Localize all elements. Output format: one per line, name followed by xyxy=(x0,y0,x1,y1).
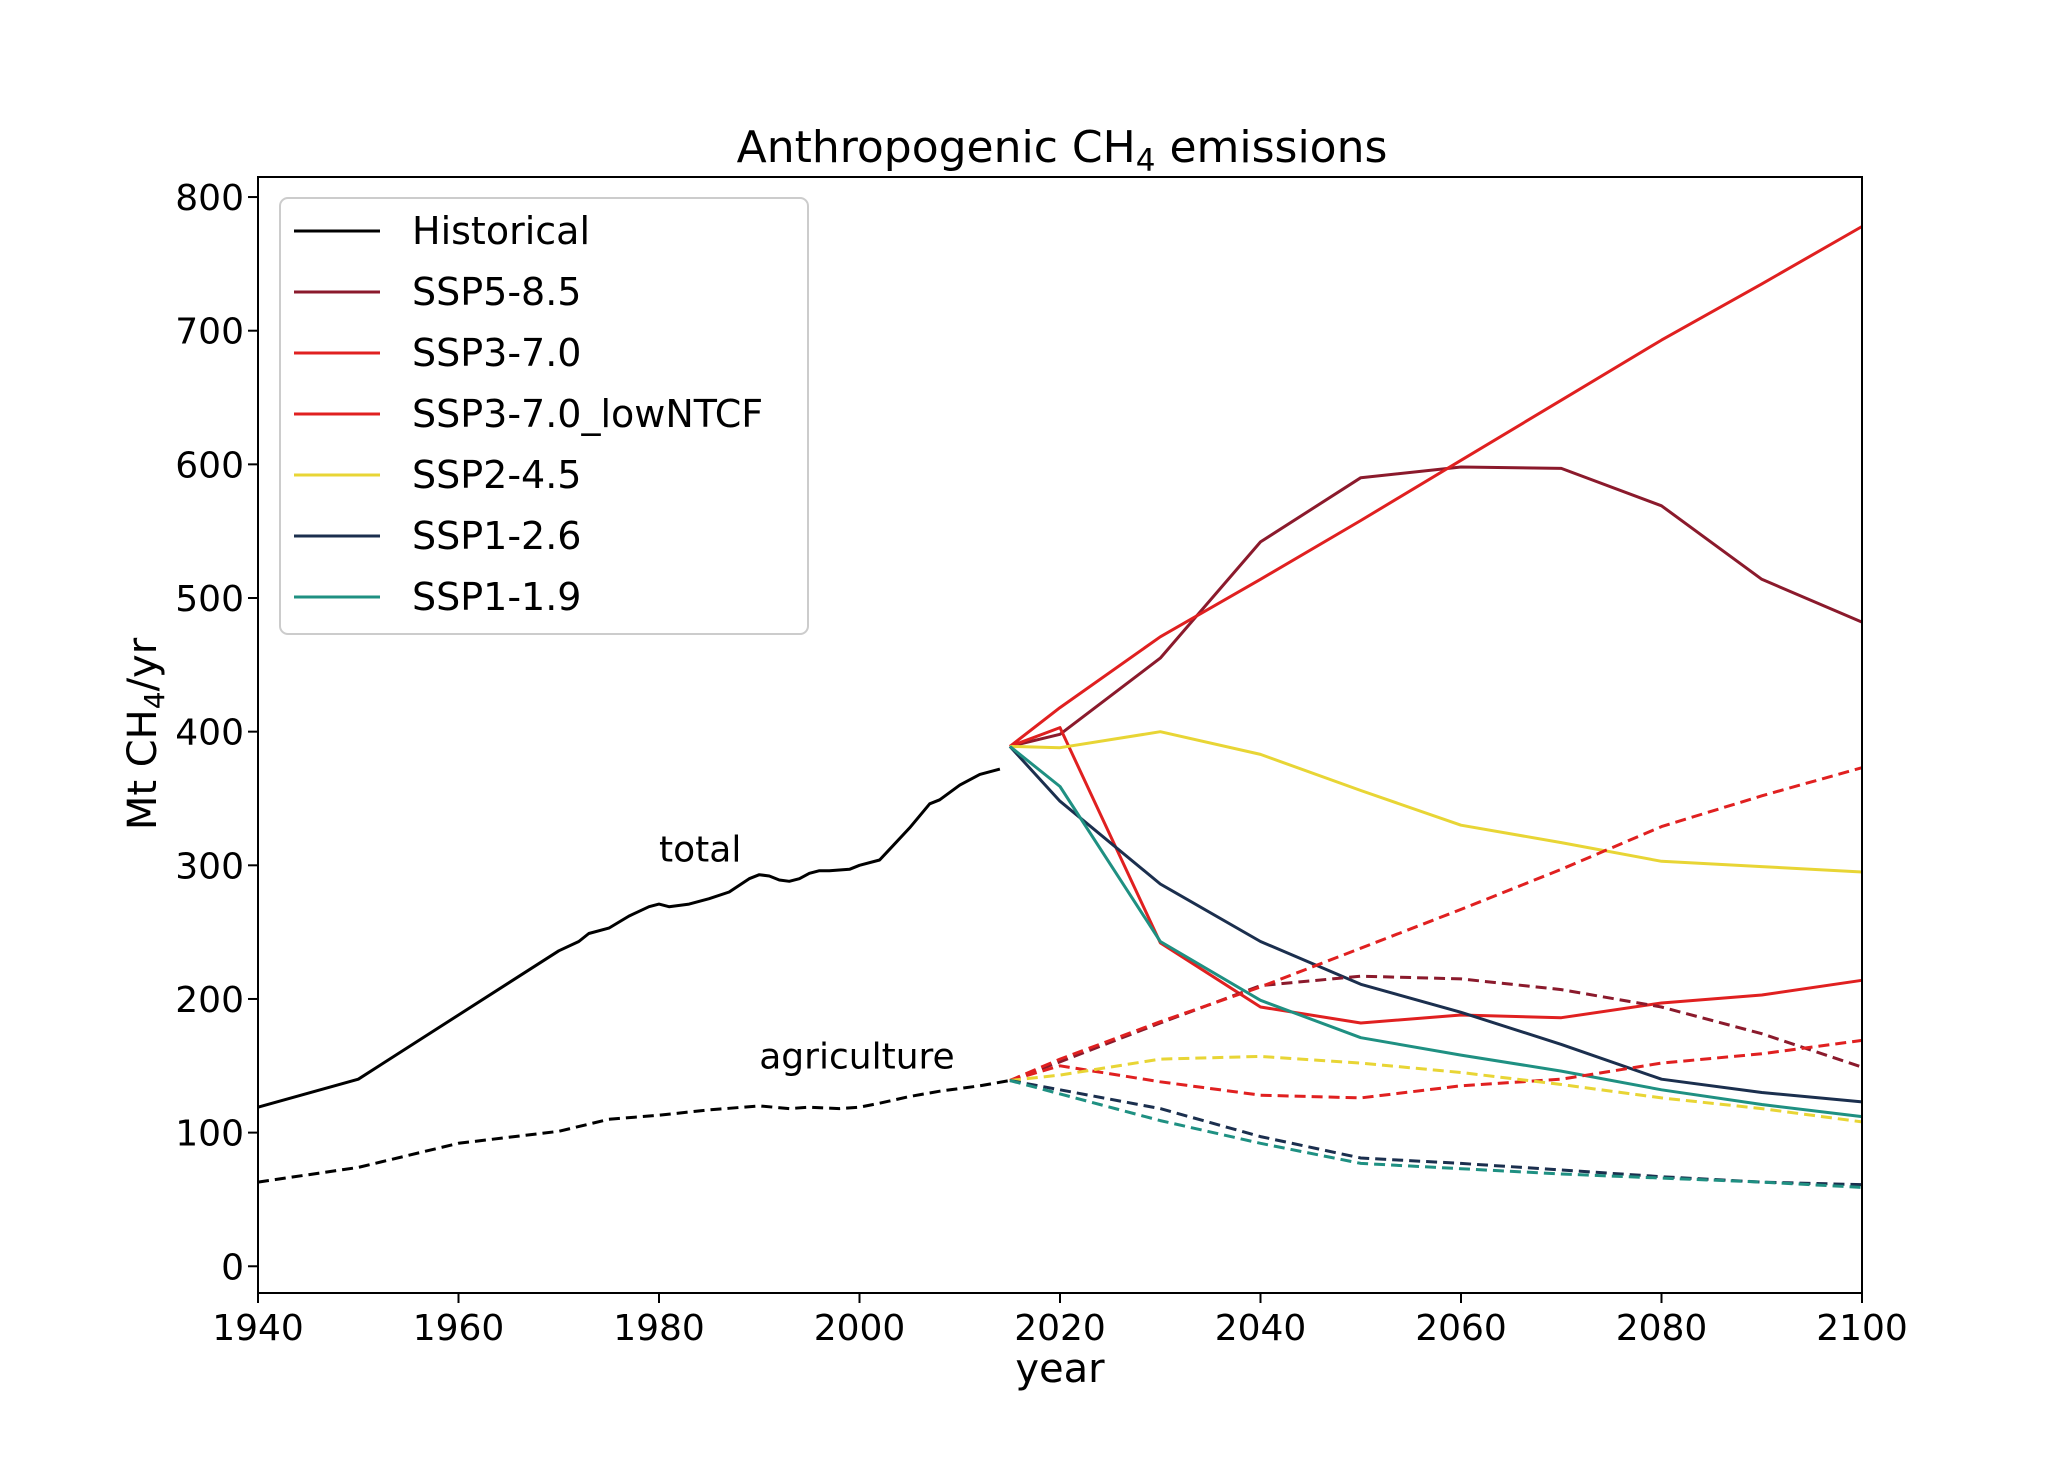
x-axis-ticks: 1940 1960 1980 2000 2020 2040 2060 2080 2100 xyxy=(212,1293,1908,1349)
series-layer xyxy=(257,225,1863,1189)
annotation-total: total xyxy=(659,829,741,870)
legend-label-ssp1-2-6: SSP1-2.6 xyxy=(412,514,581,558)
x-tick-label: 2020 xyxy=(1014,1308,1106,1349)
series-line-historical xyxy=(257,767,1001,1109)
x-tick-label: 2100 xyxy=(1816,1308,1908,1349)
legend-label-ssp3-7-0: SSP3-7.0 xyxy=(412,331,581,375)
x-tick-label: 2040 xyxy=(1215,1308,1307,1349)
x-tick-label: 2000 xyxy=(814,1308,906,1349)
series-line-ssp3-7-0-agriculture xyxy=(1009,766,1863,1082)
y-axis-label: Mt CH4/yr xyxy=(120,637,171,830)
series-line-ssp1-2-6-agriculture xyxy=(1009,1079,1863,1187)
annotation-layer: total agriculture xyxy=(659,829,955,1077)
series-line-ssp3-7-0 xyxy=(1008,225,1863,748)
series-line-ssp1-2-6 xyxy=(1008,745,1863,1104)
series-line-ssp2-4-5 xyxy=(1009,730,1863,874)
x-tick-label: 1960 xyxy=(413,1308,505,1349)
legend: Historical SSP5-8.5 SSP3-7.0 SSP3-7.0_lowNT… xyxy=(279,197,809,635)
y-tick-label: 800 xyxy=(175,178,244,219)
legend-label-ssp1-1-9: SSP1-1.9 xyxy=(412,575,581,619)
x-tick-label: 2080 xyxy=(1616,1308,1708,1349)
y-tick-label: 400 xyxy=(175,713,244,754)
series-line-ssp1-1-9-agriculture xyxy=(1009,1079,1863,1189)
series-line-ssp5-8-5 xyxy=(1009,465,1863,748)
y-tick-label: 100 xyxy=(175,1114,244,1155)
legend-label-ssp5-8-5: SSP5-8.5 xyxy=(412,270,581,314)
series-line-ssp2-4-5-agriculture xyxy=(1009,1054,1863,1124)
y-tick-label: 500 xyxy=(175,579,244,620)
series-line-historical-agriculture xyxy=(257,1079,1011,1184)
series-line-ssp1-1-9 xyxy=(1008,745,1863,1119)
y-tick-label: 700 xyxy=(175,312,244,353)
x-tick-label: 2060 xyxy=(1415,1308,1507,1349)
series-line-ssp3-7-0-lowntcf xyxy=(1009,726,1863,1025)
x-axis-label: year xyxy=(1015,1346,1105,1392)
y-tick-label: 0 xyxy=(221,1247,244,1288)
annotation-agriculture: agriculture xyxy=(759,1036,954,1077)
legend-box xyxy=(279,197,809,635)
y-tick-label: 600 xyxy=(175,445,244,486)
series-line-ssp3-7-0-lowntcf-agriculture xyxy=(1009,1038,1863,1100)
y-axis-ticks: 0 100 200 300 400 500 600 700 800 xyxy=(175,178,258,1288)
y-tick-label: 300 xyxy=(175,846,244,887)
legend-label-ssp2-4-5: SSP2-4.5 xyxy=(412,453,581,497)
y-tick-label: 200 xyxy=(175,980,244,1021)
x-tick-label: 1940 xyxy=(212,1308,304,1349)
legend-label-historical: Historical xyxy=(412,209,590,253)
series-line-ssp5-8-5-agriculture xyxy=(1009,974,1863,1082)
legend-label-ssp3-7-0-lowntcf: SSP3-7.0_lowNTCF xyxy=(412,392,763,436)
x-tick-label: 1980 xyxy=(613,1308,705,1349)
chart-title: Anthropogenic CH4 emissions xyxy=(737,122,1388,179)
